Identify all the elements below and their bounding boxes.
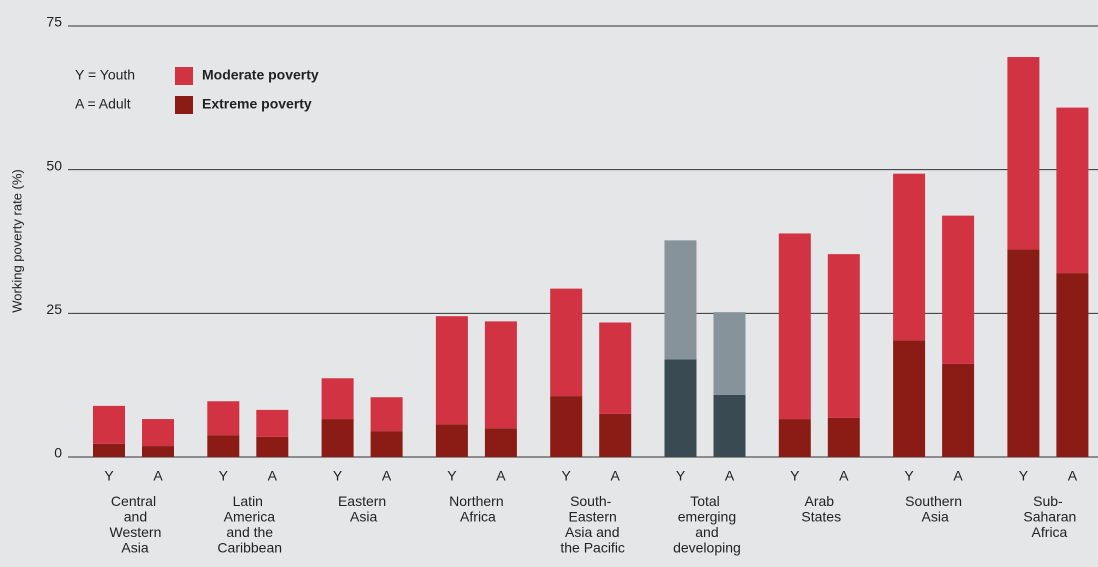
y-axis-label: Working poverty rate (%) [9,169,24,313]
bar-segment [321,378,354,420]
x-sublabel: Y [790,468,800,484]
bar-segment [827,254,860,418]
x-sublabel: A [953,468,963,484]
bar-segment [713,312,746,395]
bar-segment [550,288,583,397]
bar-segment [827,417,860,457]
y-tick-label: 75 [46,14,62,30]
bar-segment [713,394,746,457]
bar-segment [142,419,174,447]
legend-swatch [175,67,193,85]
legend-note: Y = Youth [75,67,135,83]
bar-segment [1056,273,1089,457]
x-sublabel: Y [904,468,914,484]
bar-segment [256,436,289,457]
bar-segment [142,446,174,457]
x-sublabel: A [1068,468,1078,484]
x-sublabel: A [496,468,506,484]
x-tick-label: Sub- Saharan Africa [1019,493,1076,540]
bar-segment [942,363,975,457]
x-tick-label: Arab States [798,493,842,525]
x-tick-label: Southern Asia [905,493,962,525]
bar-segment [778,419,811,457]
bar-segment [321,419,354,457]
bar-segment [256,409,289,437]
bar-segment [370,431,403,457]
bar-segment [664,240,697,360]
x-sublabel: A [611,468,621,484]
bar-segment [1056,107,1089,274]
bar-segment [484,428,517,457]
bar-segment [1007,57,1040,250]
x-tick-label: Northern Africa [449,493,503,525]
x-sublabel: A [268,468,278,484]
bar-segment [93,405,125,444]
x-sublabel: Y [562,468,572,484]
x-tick-label: Latin America and the Caribbean [214,493,283,556]
legend-label: Moderate poverty [202,67,319,83]
bar-segment [370,397,403,432]
bar-segment [599,413,632,457]
x-tick-label: Total emerging and developing [669,493,741,556]
x-sublabel: Y [219,468,229,484]
bar-segment [942,215,975,364]
legend-note: A = Adult [75,96,131,112]
y-tick-label: 25 [46,301,62,317]
x-sublabel: A [839,468,849,484]
x-sublabel: Y [447,468,457,484]
bar-segment [435,316,468,425]
bar-segment [435,424,468,457]
x-sublabel: Y [1019,468,1029,484]
bar-segment [1007,249,1040,457]
bar-segment [550,396,583,457]
bar-segment [893,340,926,457]
bar-segment [484,321,517,429]
legend-swatch [175,96,193,114]
bar-segment [664,359,697,457]
bar-segment [207,401,240,436]
x-tick-label: Eastern Asia [338,493,386,525]
bar-segment [893,173,926,341]
x-sublabel: A [382,468,392,484]
x-sublabel: Y [104,468,114,484]
bar-segment [93,443,125,457]
x-tick-label: Central and Western Asia [106,493,162,556]
x-sublabel: A [725,468,735,484]
y-tick-label: 0 [54,445,62,461]
bar-segment [778,233,811,420]
legend-label: Extreme poverty [202,96,312,112]
bar-segment [207,435,240,457]
x-sublabel: Y [333,468,343,484]
x-sublabel: A [153,468,163,484]
x-sublabel: Y [676,468,686,484]
y-tick-label: 50 [46,157,62,173]
bar-segment [599,322,632,414]
x-tick-label: South- Eastern Asia and the Pacific [556,493,624,556]
